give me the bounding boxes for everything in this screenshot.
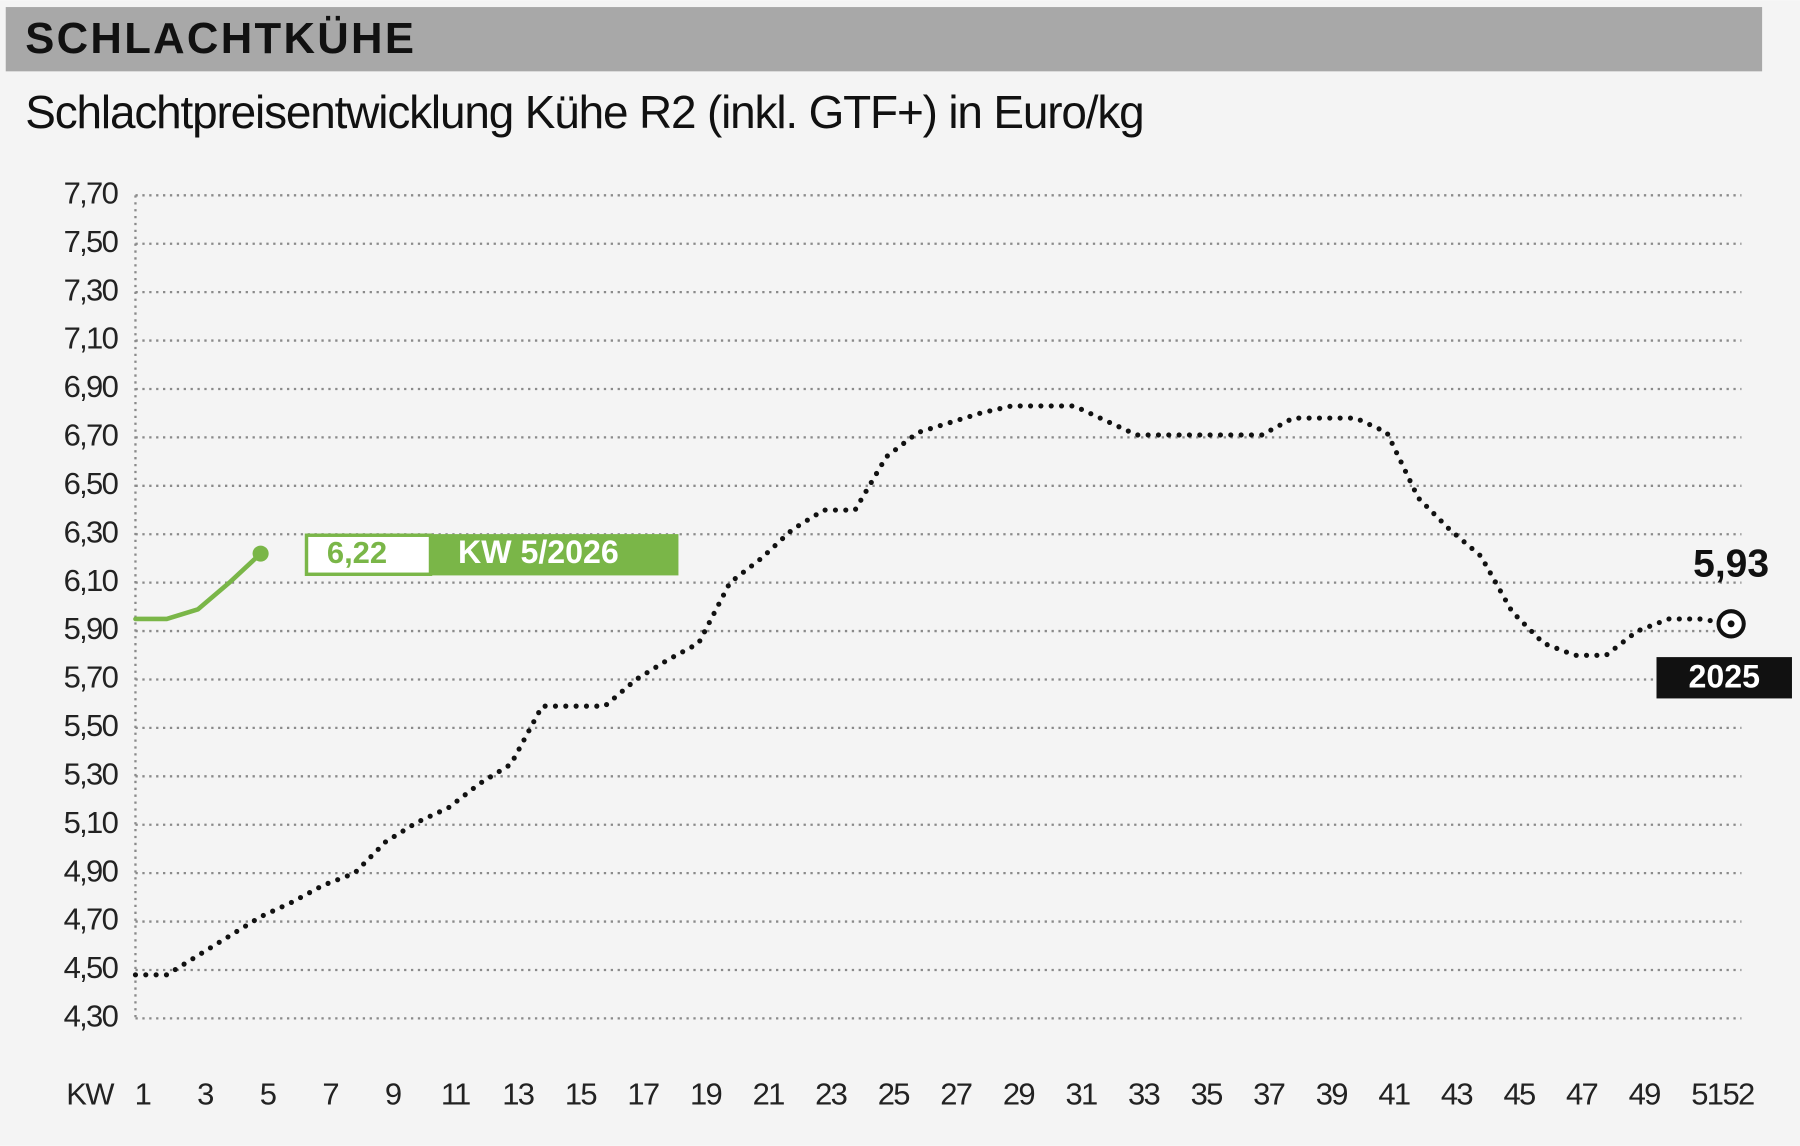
x-tick-label: 51 [1691, 1077, 1723, 1112]
y-tick-label: 4,50 [64, 950, 119, 985]
x-tick-label: 49 [1629, 1077, 1661, 1112]
x-tick-label: 52 [1722, 1077, 1754, 1112]
x-tick-label: 5 [260, 1077, 276, 1112]
y-tick-label: 6,30 [64, 514, 119, 549]
x-tick-label: 25 [878, 1077, 910, 1112]
header: SCHLACHTKÜHE [25, 14, 416, 63]
y-tick-label: 7,30 [64, 272, 119, 307]
x-tick-label: 39 [1316, 1077, 1348, 1112]
x-tick-label: 23 [815, 1077, 847, 1112]
x-tick-label: 7 [322, 1077, 338, 1112]
x-tick-label: 3 [197, 1077, 213, 1112]
value-label: 6,22 [327, 535, 387, 570]
x-tick-label: 17 [627, 1077, 659, 1112]
y-tick-label: 7,50 [64, 224, 119, 259]
x-axis-label: KW [66, 1077, 115, 1112]
x-tick-label: 15 [565, 1077, 597, 1112]
x-tick-label: 11 [441, 1077, 470, 1112]
y-tick-label: 6,70 [64, 418, 119, 453]
chart-title: Schlachtpreisentwicklung Kühe R2 (inkl. … [25, 86, 1143, 138]
x-tick-label: 9 [385, 1077, 401, 1112]
header-bar [5, 7, 1763, 72]
series-line [133, 551, 263, 622]
y-tick-label: 5,90 [64, 611, 119, 646]
legend-box [430, 534, 679, 576]
x-tick-label: 31 [1065, 1077, 1097, 1112]
series-line [132, 403, 1734, 978]
y-tick-label: 5,50 [64, 708, 119, 743]
legend-label: KW 5/2026 [458, 534, 619, 570]
y-tick-label: 6,10 [64, 563, 119, 598]
x-tick-label: 1 [135, 1077, 151, 1112]
x-tick-label: 37 [1253, 1077, 1285, 1112]
value-label: 5,93 [1693, 543, 1769, 586]
x-tick-label: 43 [1441, 1077, 1473, 1112]
y-tick-label: 5,70 [64, 660, 119, 695]
x-tick-label: 29 [1003, 1077, 1035, 1112]
legend-box [1656, 657, 1792, 699]
x-tick-label: 41 [1378, 1077, 1410, 1112]
x-tick-label: 35 [1191, 1077, 1223, 1112]
y-tick-label: 4,90 [64, 853, 119, 888]
end-marker-dot [1727, 620, 1735, 628]
x-tick-label: 45 [1503, 1077, 1535, 1112]
y-tick-label: 4,70 [64, 902, 119, 937]
end-marker [252, 545, 269, 562]
x-tick-label: 47 [1566, 1077, 1598, 1112]
y-tick-label: 7,70 [64, 176, 119, 211]
x-tick-label: 27 [940, 1077, 972, 1112]
legend-label: 2025 [1689, 658, 1760, 694]
y-tick-label: 5,10 [64, 805, 119, 840]
y-tick-label: 6,50 [64, 466, 119, 501]
y-tick-label: 4,30 [64, 999, 119, 1034]
y-tick-label: 5,30 [64, 757, 119, 792]
x-tick-label: 19 [690, 1077, 722, 1112]
x-tick-label: 21 [753, 1077, 785, 1112]
x-tick-label: 33 [1128, 1077, 1160, 1112]
y-tick-label: 6,90 [64, 369, 119, 404]
x-tick-label: 13 [502, 1077, 534, 1112]
y-tick-label: 7,10 [64, 321, 119, 356]
